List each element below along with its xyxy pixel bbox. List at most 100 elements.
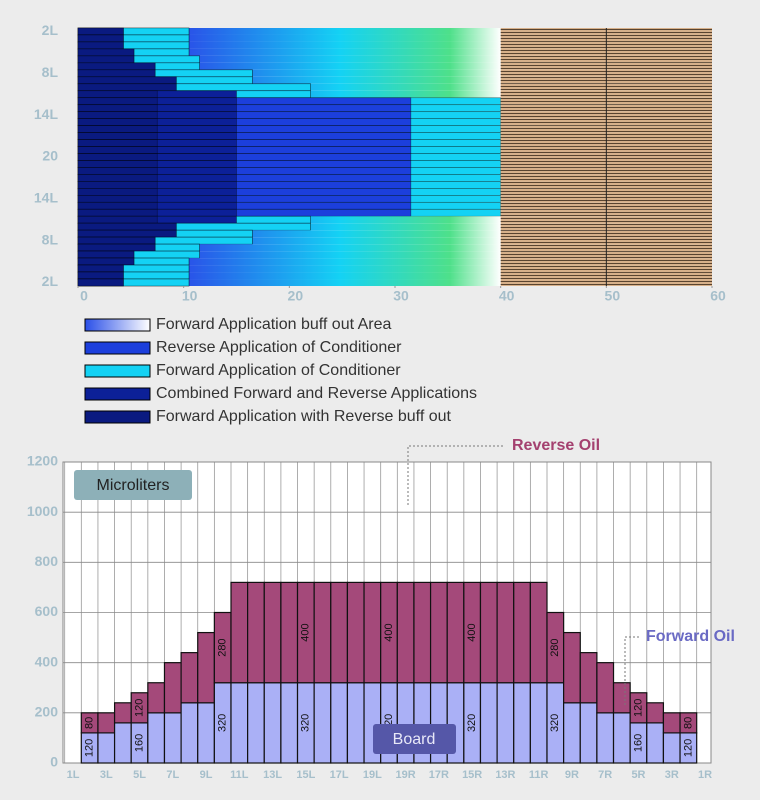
y-axis-label: Microliters — [97, 477, 170, 494]
data-label: 160 — [632, 734, 644, 752]
oil-segment — [77, 208, 158, 217]
bar-segment — [280, 682, 299, 764]
bar-segment — [612, 682, 631, 714]
bar-segment — [596, 712, 615, 764]
y-tick-label: 8L — [42, 231, 59, 247]
bar-segment — [513, 682, 531, 764]
bar-segment — [180, 652, 199, 704]
bar-segment — [263, 682, 282, 764]
legend-label: Combined Forward and Reverse Application… — [156, 385, 477, 402]
bar-segment — [363, 581, 382, 684]
oil-segment — [77, 146, 158, 154]
legend-label: Reverse Application of Conditioner — [156, 339, 402, 356]
bar-segment — [496, 682, 515, 764]
oil-segment — [77, 55, 135, 64]
data-label: 80 — [682, 717, 694, 729]
oil-segment — [77, 257, 135, 266]
y-tick-label: 400 — [35, 653, 59, 669]
bar-segment — [679, 712, 698, 734]
bar-segment — [230, 682, 249, 764]
bar-segment — [579, 702, 598, 764]
x-tick-label: 30 — [393, 288, 409, 304]
x-tick-label: 5R — [631, 769, 645, 781]
oil-segment — [77, 90, 158, 99]
oil-segment — [77, 271, 124, 280]
bar-segment — [612, 712, 631, 764]
oil-map: 2L 8L 14L 20 14L 8L 2L 0 10 20 30 40 50 60 — [34, 22, 726, 304]
x-tick-label: 60 — [710, 288, 726, 304]
y-tick-label: 14L — [34, 190, 59, 206]
x-tick-label: 0 — [80, 288, 88, 304]
legend-swatch — [84, 341, 151, 355]
bar-segment — [197, 702, 215, 764]
bar-segment — [280, 581, 299, 684]
oil-segment — [78, 244, 501, 252]
oil-segment — [77, 215, 158, 224]
y-tick-label: 200 — [35, 704, 59, 720]
bar-segment — [563, 631, 581, 704]
x-tick-label: 11R — [529, 769, 549, 781]
oil-segment — [77, 104, 158, 113]
bar-segment — [97, 732, 116, 764]
bar-segment — [247, 581, 265, 684]
x-tick-label: 19L — [363, 769, 382, 781]
x-tick-label: 5L — [133, 769, 146, 781]
oil-segment — [78, 41, 501, 49]
data-label: 400 — [300, 623, 312, 641]
bar-segment — [330, 682, 349, 764]
oil-segment — [77, 167, 158, 175]
x-tick-label: 15L — [296, 769, 315, 781]
data-label: 160 — [133, 734, 145, 752]
legend-swatch — [84, 410, 151, 424]
oil-segment — [77, 111, 158, 119]
y-label-box — [74, 470, 192, 500]
oil-segment — [77, 153, 158, 161]
y-tick-label: 1200 — [27, 453, 58, 469]
x-tick-label: 3R — [665, 769, 679, 781]
data-label: 400 — [466, 623, 478, 641]
x-tick-label: 1R — [698, 769, 712, 781]
legend-swatch — [84, 387, 151, 401]
oil-segment — [77, 27, 124, 36]
bar-segment — [479, 581, 498, 684]
data-label: 320 — [466, 714, 478, 732]
bar-segment — [147, 682, 166, 714]
bar-segment — [662, 732, 681, 764]
data-label: 400 — [383, 623, 395, 641]
y-tick-label: 0 — [50, 754, 58, 770]
oil-segment — [77, 41, 124, 50]
bar-segment — [563, 702, 581, 764]
bar-segment — [646, 722, 665, 764]
oil-segment — [77, 62, 156, 71]
bar-segment — [346, 682, 365, 764]
oil-segment — [77, 118, 158, 126]
x-tick-label: 20 — [288, 288, 304, 304]
bar-segment — [646, 702, 665, 724]
oil-segment — [78, 55, 501, 63]
oil-segment — [77, 83, 177, 92]
bar-segment — [529, 682, 548, 764]
y-tick-label: 8L — [42, 64, 59, 80]
bar-segment — [163, 662, 182, 714]
oil-segment — [77, 125, 158, 133]
oil-segment — [77, 264, 124, 273]
x-tick-label: 17R — [429, 769, 449, 781]
oil-segment — [77, 195, 158, 203]
oil-segment — [78, 69, 501, 77]
oil-segment — [77, 139, 158, 147]
oil-segment — [77, 48, 135, 57]
data-label: 120 — [133, 699, 145, 717]
oil-segment — [78, 34, 501, 42]
legend-label: Forward Application of Conditioner — [156, 362, 401, 379]
x-tick-label: 9R — [565, 769, 579, 781]
oil-segment — [77, 229, 177, 238]
oil-segment — [77, 76, 177, 85]
x-tick-label: 7L — [166, 769, 179, 781]
x-tick-label: 3L — [100, 769, 113, 781]
bar-segment — [513, 581, 531, 684]
bar-segment — [147, 712, 166, 764]
y-tick-label: 2L — [42, 273, 59, 289]
oil-segment — [78, 265, 501, 273]
oil-segment — [77, 132, 158, 140]
